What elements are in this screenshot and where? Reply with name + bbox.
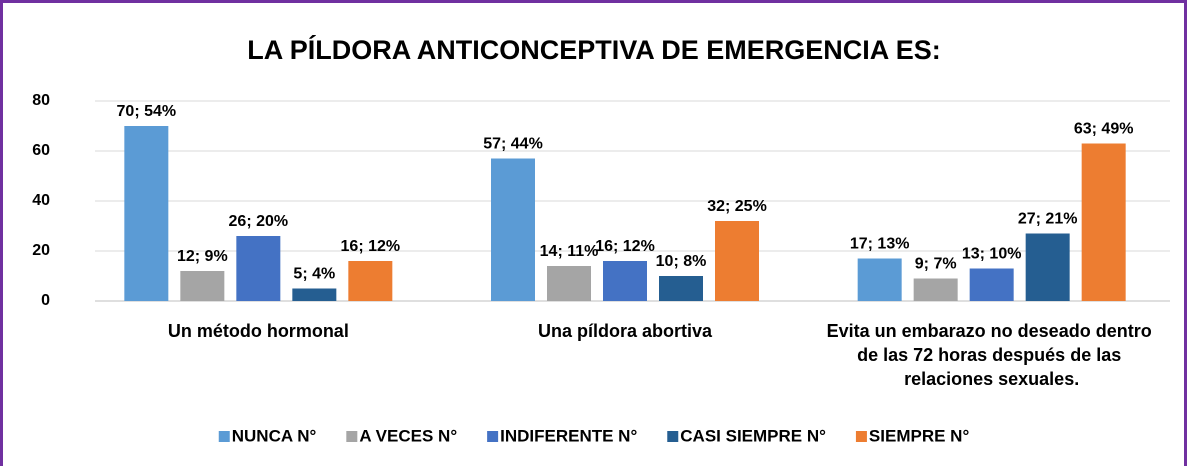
data-label: 5; 4% [293,266,335,283]
bar [124,126,169,301]
legend-label: SIEMPRE N° [869,426,970,445]
data-label: 10; 8% [656,253,707,270]
bar [715,221,759,301]
data-label: 27; 21% [1018,211,1078,228]
data-label: 17; 13% [850,236,910,253]
bar [659,276,703,301]
bar [913,278,958,301]
y-tick-label: 40 [32,192,50,209]
y-tick-label: 0 [41,292,50,309]
data-label: 16; 12% [595,238,655,255]
data-label: 70; 54% [117,103,177,120]
legend-label: INDIFERENTE N° [500,426,637,445]
data-label: 57; 44% [483,136,543,153]
legend-label: CASI SIEMPRE N° [680,426,826,445]
legend-swatch [346,431,358,442]
bar [857,258,902,301]
bar [603,261,647,301]
data-label: 9; 7% [915,256,957,273]
bar [491,158,535,301]
data-label: 63; 49% [1074,121,1134,138]
legend: NUNCA N° A VECES N° INDIFERENTE N° CASI SIE… [218,426,970,445]
y-tick-label: 20 [32,242,50,259]
x-tick-label: Una píldora abortiva [538,321,713,341]
bar [180,271,225,301]
data-label: 26; 20% [229,213,289,230]
legend-label: A VECES N° [359,426,457,445]
bar [1025,233,1070,301]
data-label: 16; 12% [341,238,401,255]
x-tick-label: Evita un embarazo no deseado dentro de l… [827,321,1157,389]
bar [348,261,393,301]
data-label: 13; 10% [962,246,1022,263]
legend-swatch [487,431,499,442]
y-tick-label: 80 [32,92,50,109]
data-label: 12; 9% [177,248,228,265]
bar [292,288,337,301]
legend-swatch [667,431,679,442]
bar [1081,143,1126,301]
bar [547,266,591,301]
legend-swatch [218,431,230,442]
x-tick-label: Un método hormonal [168,321,349,341]
legend-label: NUNCA N° [232,426,317,445]
legend-swatch [855,431,867,442]
bar [236,236,281,301]
bar [969,268,1014,301]
data-label: 14; 11% [540,243,599,260]
data-label: 32; 25% [707,198,767,215]
y-tick-label: 60 [32,142,50,159]
chart-title: LA PÍLDORA ANTICONCEPTIVA DE EMERGENCIA … [247,34,941,65]
